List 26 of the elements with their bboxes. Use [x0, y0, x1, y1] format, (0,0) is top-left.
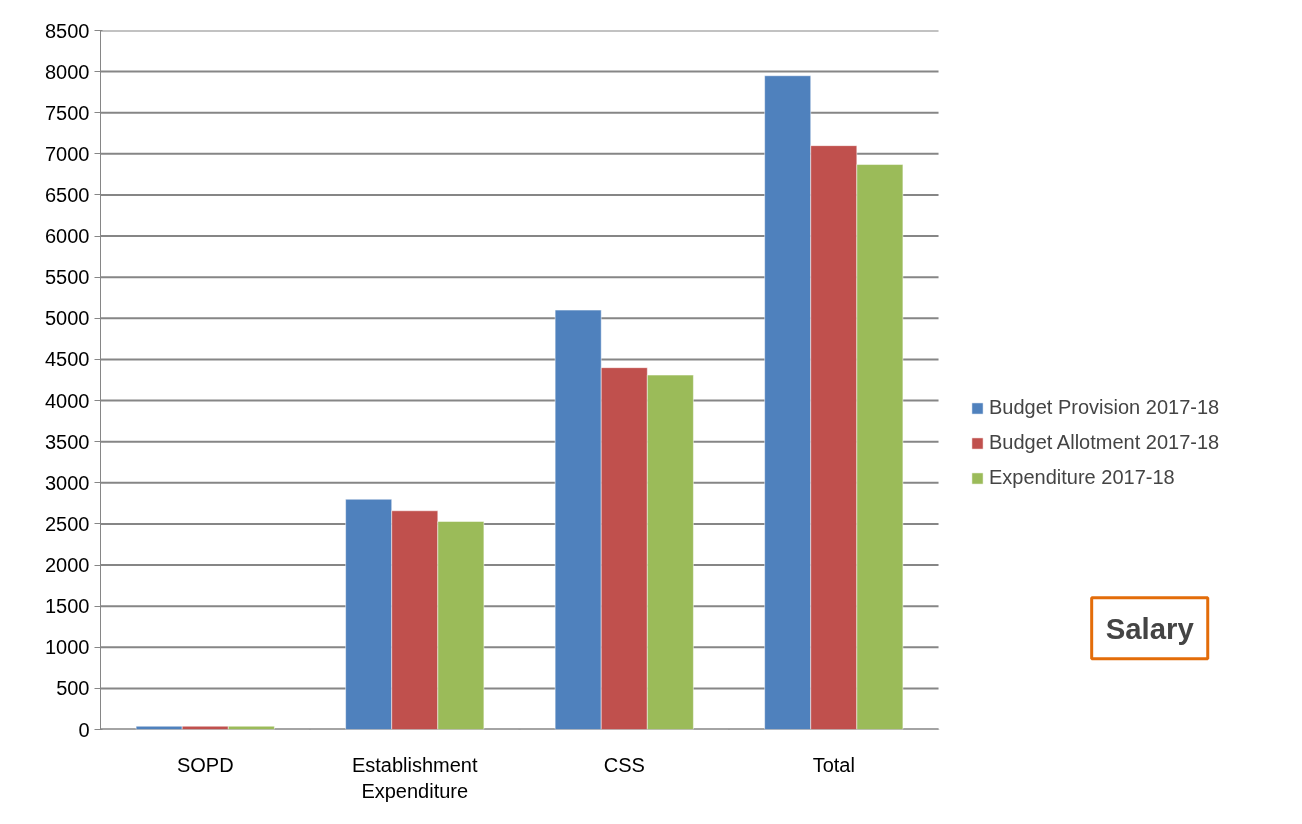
x-tick-label: SOPD — [176, 753, 234, 776]
y-tick-label: 1000 — [45, 636, 90, 659]
y-tick-label: 1500 — [45, 595, 90, 618]
y-tick-label: 7000 — [45, 142, 90, 165]
y-tick-label: 2500 — [45, 512, 90, 535]
y-tick-label: 0 — [78, 718, 90, 741]
legend-label: Budget Allotment 2017-18 — [989, 431, 1220, 454]
y-tick-label: 2000 — [45, 554, 90, 577]
y-tick-label: 500 — [56, 677, 90, 700]
legend-label: Budget Provision 2017-18 — [989, 396, 1220, 419]
y-tick-label: 7500 — [45, 101, 90, 124]
x-tick-label: CSS — [603, 753, 645, 776]
y-tick-label: 4500 — [45, 348, 90, 371]
y-tick-label: 4000 — [45, 389, 90, 412]
y-tick-label: 6500 — [45, 183, 90, 206]
y-tick-label: 5500 — [45, 266, 90, 289]
y-tick-label: 3000 — [45, 471, 90, 494]
y-tick-label: 6000 — [45, 225, 90, 248]
x-tick-label: Total — [812, 753, 855, 776]
text: Salary — [1105, 611, 1195, 645]
legend-label: Expenditure 2017-18 — [989, 466, 1175, 489]
y-tick-label: 3500 — [45, 430, 90, 453]
y-tick-label: 5000 — [45, 307, 90, 330]
x-tick-label: Establishment Expenditure — [351, 753, 479, 802]
y-tick-label: 8500 — [45, 19, 90, 42]
y-tick-label: 8000 — [45, 60, 90, 83]
